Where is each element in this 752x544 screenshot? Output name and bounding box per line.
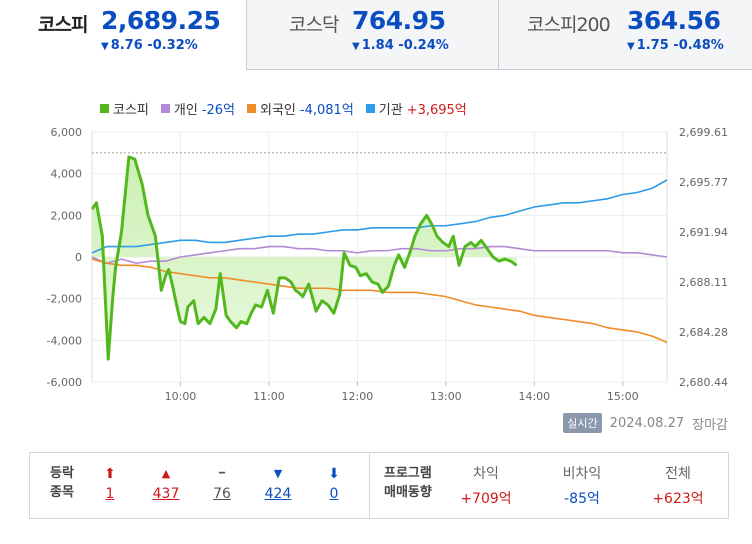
legend-swatch: [365, 104, 375, 113]
tab-kospi200-value: 364.56: [627, 6, 721, 35]
right-axis: 2,699.61 2,695.77 2,691.94 2,688.11 2,684.28…: [679, 126, 728, 389]
kospi-area-fill: [92, 157, 517, 360]
legend-individual[interactable]: 개인 -26억: [160, 99, 236, 118]
market-breadth-panel: 등락 종목 ⬆ 1 ▲ 437 ━ 76 ▼ 424 ⬇ 0 프로그램 매매동향: [29, 452, 729, 519]
legend-foreign[interactable]: 외국인 -4,081억: [247, 99, 354, 118]
tab-kospi-value: 2,689.25: [101, 6, 221, 35]
tab-kospi200-change: ▼ 1.75 -0.48%: [627, 38, 724, 53]
series-line-기관: [91, 179, 668, 254]
rise-count[interactable]: ▲ 437: [146, 464, 186, 504]
tab-kosdaq-name: 코스닥: [289, 14, 339, 36]
x-axis: 10:00 11:00 12:00 13:00 14:00 15:00: [165, 382, 639, 403]
kospi-area: [92, 157, 517, 360]
chart-series: [90, 155, 668, 361]
x-tick-label: 11:00: [253, 390, 285, 403]
program-trading-label: 프로그램 매매동향: [384, 466, 432, 500]
series-line-개인: [91, 245, 668, 265]
tab-kospi-name: 코스피: [38, 14, 88, 36]
right-tick-label: 2,680.44: [679, 376, 728, 389]
left-tick-label: -2,000: [47, 293, 82, 306]
tab-kospi[interactable]: 코스피 2,689.25 ▼ 8.76 -0.32%: [0, 0, 246, 70]
fall-count[interactable]: ▼ 424: [258, 464, 298, 504]
tab-kospi200[interactable]: 코스피200 364.56 ▼ 1.75 -0.48%: [498, 0, 752, 70]
rise-icon: ▲: [161, 467, 171, 480]
program-arbitrage: 차익 +709억: [460, 466, 512, 507]
chart-legend: 코스피 개인 -26억 외국인 -4,081억 기관 +3,695억: [100, 99, 467, 118]
down-arrow-icon: ▼: [627, 41, 635, 52]
left-tick-label: 0: [75, 251, 82, 264]
legend-institution-value: +3,695억: [406, 103, 467, 118]
right-tick-label: 2,684.28: [679, 326, 728, 339]
right-tick-label: 2,688.11: [679, 276, 728, 289]
legend-foreign-value: -4,081억: [299, 103, 354, 118]
upper-limit-count[interactable]: ⬆ 1: [90, 464, 130, 504]
fall-icon: ▼: [273, 467, 283, 480]
unchanged-icon: ━: [218, 468, 226, 479]
tab-kosdaq-value: 764.95: [352, 6, 446, 35]
tab-kospi-change: ▼ 8.76 -0.32%: [101, 38, 198, 53]
x-tick-label: 15:00: [607, 390, 639, 403]
intraday-chart[interactable]: 6,000 4,000 2,000 0 -2,000 -4,000 -6,000 2,699…: [0, 118, 752, 408]
left-tick-label: 4,000: [51, 168, 83, 181]
upper-limit-icon: ⬆: [104, 466, 116, 482]
right-tick-label: 2,699.61: [679, 126, 728, 139]
legend-kospi[interactable]: 코스피: [100, 99, 149, 118]
x-tick-label: 13:00: [430, 390, 462, 403]
unchanged-count[interactable]: ━ 76: [202, 464, 242, 504]
series-line-외국인: [91, 258, 668, 344]
program-total: 전체 +623억: [652, 466, 704, 507]
status-date: 2024.08.27: [609, 415, 685, 431]
legend-individual-value: -26억: [201, 103, 236, 118]
lower-limit-icon: ⬇: [328, 466, 340, 482]
realtime-badge[interactable]: 실시간: [563, 413, 602, 433]
legend-swatch: [100, 104, 109, 113]
down-arrow-icon: ▼: [352, 41, 360, 52]
market-status: 실시간 2024.08.27 장마감: [563, 413, 728, 433]
down-arrow-icon: ▼: [101, 41, 109, 52]
legend-institution[interactable]: 기관 +3,695억: [365, 99, 467, 118]
x-tick-label: 10:00: [165, 390, 197, 403]
tab-kospi200-name: 코스피200: [527, 14, 611, 36]
tab-kosdaq[interactable]: 코스닥 764.95 ▼ 1.84 -0.24%: [246, 0, 498, 70]
left-tick-label: -6,000: [47, 376, 82, 389]
legend-swatch: [160, 104, 170, 113]
x-tick-label: 14:00: [518, 390, 550, 403]
x-tick-label: 12:00: [342, 390, 374, 403]
legend-swatch: [247, 104, 257, 113]
tab-kosdaq-change: ▼ 1.84 -0.24%: [352, 38, 449, 53]
right-tick-label: 2,695.77: [679, 176, 728, 189]
left-tick-label: -4,000: [47, 334, 82, 347]
right-tick-label: 2,691.94: [679, 226, 728, 239]
left-axis: 6,000 4,000 2,000 0 -2,000 -4,000 -6,000: [47, 126, 82, 389]
program-non-arbitrage: 비차익 -85억: [562, 466, 602, 507]
left-tick-label: 6,000: [51, 126, 83, 139]
left-tick-label: 2,000: [51, 209, 83, 222]
lower-limit-count[interactable]: ⬇ 0: [314, 464, 354, 504]
status-state: 장마감: [692, 417, 728, 433]
advance-decline-label: 등락 종목: [50, 466, 74, 500]
index-tabs: 코스피 2,689.25 ▼ 8.76 -0.32% 코스닥 764.95 ▼ 1.…: [0, 0, 752, 70]
program-trading: 프로그램 매매동향 차익 +709억 비차익 -85억 전체 +623억: [370, 453, 728, 518]
advance-decline: 등락 종목 ⬆ 1 ▲ 437 ━ 76 ▼ 424 ⬇ 0: [30, 453, 370, 518]
series-line-코스피: [90, 155, 518, 361]
